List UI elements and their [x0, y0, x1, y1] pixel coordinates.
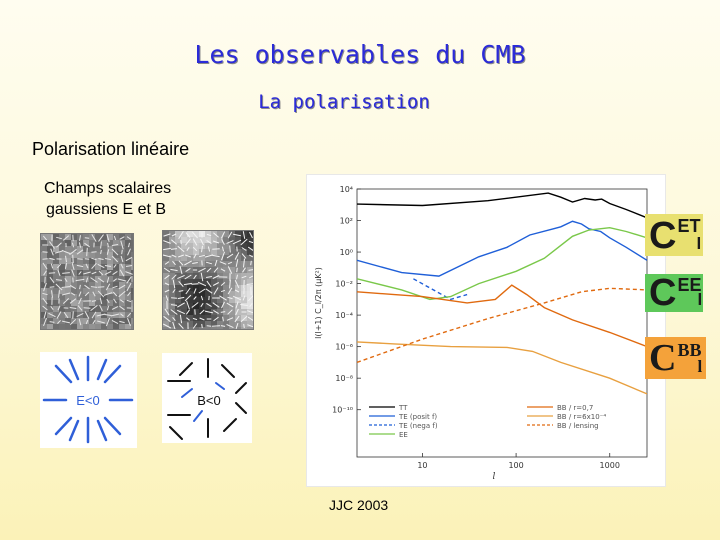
power-spectrum-chart: 10⁴ 10² 10⁰ 10⁻² 10⁻⁴ 10⁻⁶ 10⁻⁸ 10⁻¹⁰ 10 100 1000 l…	[307, 175, 665, 486]
badge-cl-et-letter: C	[649, 215, 677, 257]
series-line-bb-r-0-7	[357, 284, 647, 348]
badge-cl-ee: C EE l	[645, 274, 703, 312]
series-line-ee	[357, 226, 647, 301]
badge-cl-bb: C BB l	[645, 337, 706, 379]
legend-entry: BB / r=0,7	[557, 404, 593, 412]
e-mode-field-map	[40, 233, 134, 330]
badge-cl-ee-letter: C	[649, 272, 677, 314]
badge-cl-bb-sub: l	[697, 357, 703, 376]
x-axis-label: l	[493, 472, 496, 482]
b-mode-field-map	[162, 230, 254, 330]
badge-cl-et-sub: l	[696, 234, 702, 253]
x-tick-label: 1000	[600, 461, 620, 470]
y-tick-label: 10²	[340, 217, 353, 226]
series-line-tt	[357, 192, 647, 219]
legend-entry: TT	[398, 404, 408, 412]
legend-entry: TE (nega f)	[398, 422, 438, 430]
badge-cl-bb-letter: C	[649, 337, 677, 379]
x-tick-label: 10	[417, 461, 427, 470]
author-credit: JJC 2003	[329, 497, 389, 513]
y-tick-label: 10⁻⁴	[335, 311, 353, 320]
y-tick-label: 10⁻⁶	[335, 343, 353, 352]
legend-entry: EE	[399, 431, 408, 439]
y-tick-label: 10⁰	[340, 248, 353, 257]
y-tick-label: 10⁴	[340, 185, 353, 194]
y-axis-label: l(l+1) C_l/2π (µK²)	[314, 267, 323, 339]
polarization-ticks	[42, 234, 133, 327]
y-tick-label: 10⁻²	[335, 280, 353, 289]
chart-frame	[356, 188, 648, 458]
y-tick-label: 10⁻⁸	[335, 374, 353, 383]
subheading-line-2: gaussiens E et B	[46, 201, 167, 218]
slide-subtitle: La polarisation	[258, 91, 430, 113]
b-pattern-tangential-lines: B<0	[167, 358, 247, 440]
series-line-bb-lensing	[357, 287, 647, 364]
e-pattern-diagram: E<0	[40, 352, 137, 448]
badge-cl-et: C ET l	[645, 214, 703, 256]
series-line-bb-r-6x10	[357, 341, 647, 395]
subheading-line-1: Champs scalaires	[44, 180, 172, 197]
legend-entry: BB / r=6x10⁻⁴	[557, 413, 606, 421]
e-pattern-radial-lines: E<0	[42, 355, 134, 444]
badge-cl-bb-sup: BB	[677, 340, 702, 360]
x-tick-label: 100	[508, 461, 523, 470]
legend-entry: BB / lensing	[557, 422, 599, 430]
badge-cl-ee-sup: EE	[677, 275, 702, 295]
slide-title: Les observables du CMB	[194, 40, 526, 69]
section-heading: Polarisation linéaire	[32, 139, 190, 159]
legend-entry: TE (posit f)	[398, 413, 437, 421]
polarization-ticks	[163, 231, 253, 329]
y-tick-label: 10⁻¹⁰	[332, 406, 353, 415]
badge-cl-ee-sub: l	[697, 290, 703, 309]
b-pattern-diagram: B<0	[162, 353, 252, 443]
e-pattern-label: E<0	[76, 393, 100, 408]
field-texture	[41, 234, 133, 329]
badge-cl-et-sup: ET	[677, 216, 701, 236]
b-pattern-label: B<0	[197, 393, 221, 408]
series-line-te-nega-f	[413, 278, 468, 301]
series-line-te-posit-f	[357, 220, 647, 277]
